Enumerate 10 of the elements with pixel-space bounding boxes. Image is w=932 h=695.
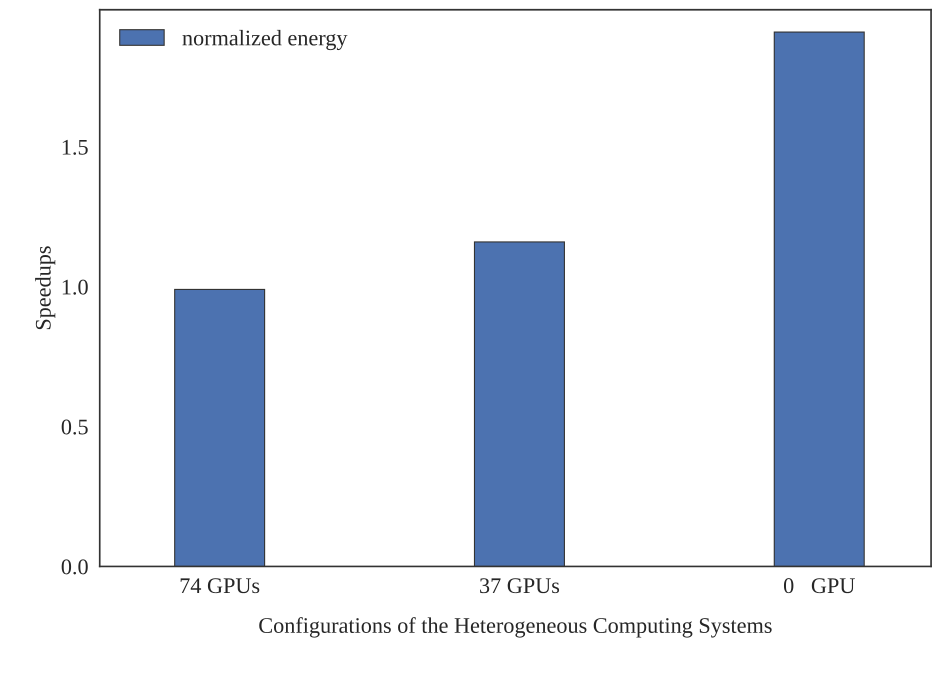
x-tick-label: 0 GPU: [784, 578, 855, 594]
x-tick-label: 74 GPUs: [180, 578, 260, 594]
legend-label: normalized energy: [182, 30, 348, 50]
y-tick-label: 0.0: [62, 559, 88, 574]
y-axis-title: Speedups: [35, 246, 56, 330]
x-axis-title: Configurations of the Heterogeneous Computing Systems: [259, 617, 772, 638]
y-tick-label: 1.5: [62, 140, 88, 155]
y-tick-label: 1.0: [62, 280, 88, 295]
y-tick-label: 0.5: [62, 419, 88, 435]
x-tick-label: 37 GPUs: [480, 578, 560, 594]
